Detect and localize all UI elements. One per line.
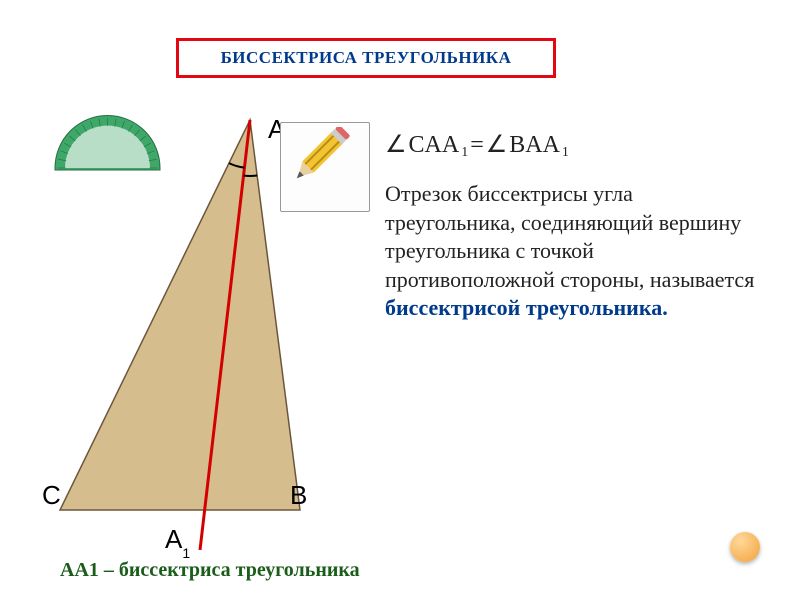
formula-rhs: BAA — [509, 132, 560, 159]
angle-symbol-2: ∠ — [486, 130, 508, 159]
label-A1-main: A — [165, 524, 182, 554]
definition-prefix: Отрезок биссектрисы угла треугольника, с… — [385, 181, 754, 292]
definition-text: Отрезок биссектрисы угла треугольника, с… — [385, 180, 765, 323]
label-B: B — [290, 480, 307, 511]
label-A1: A1 — [165, 524, 190, 557]
next-slide-button[interactable] — [730, 532, 760, 562]
formula-eq: = — [470, 132, 484, 159]
angle-formula: ∠ CAA 1 = ∠ BAA 1 — [385, 130, 569, 159]
formula-lhs: CAA — [409, 132, 460, 159]
label-C: C — [42, 480, 61, 511]
diagram-caption: АА1 – биссектриса треугольника — [60, 559, 360, 582]
triangle-diagram: A B C A1 — [40, 100, 360, 560]
slide-title: БИССЕКТРИСА ТРЕУГОЛЬНИКА — [176, 38, 556, 78]
formula-lhs-sub: 1 — [461, 145, 468, 161]
triangle-shape — [60, 120, 300, 510]
definition-keyword: биссектрисой треугольника. — [385, 295, 668, 320]
pencil-icon — [280, 122, 370, 212]
formula-rhs-sub: 1 — [562, 145, 569, 161]
protractor-icon — [50, 108, 165, 173]
slide-title-text: БИССЕКТРИСА ТРЕУГОЛЬНИКА — [221, 48, 512, 68]
angle-symbol-1: ∠ — [385, 130, 407, 159]
